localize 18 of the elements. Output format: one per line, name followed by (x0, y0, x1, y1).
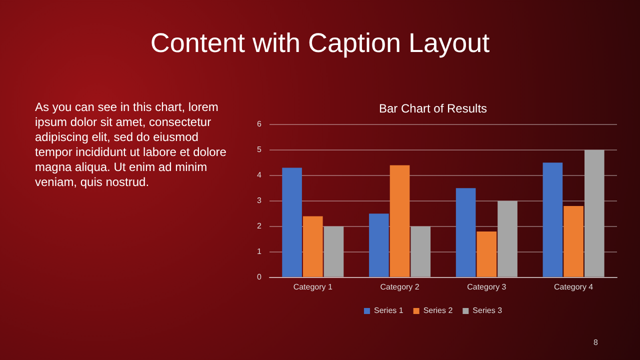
legend-label: Series 3 (472, 306, 503, 316)
text: 8 (594, 338, 598, 347)
chart-subtitle: Bar Chart of Results (378, 102, 488, 116)
x-tick-label: Category 3 (467, 282, 507, 292)
y-tick-label: 6 (256, 120, 262, 129)
y-tick-label: 2 (256, 222, 262, 231)
y-tick-label: 1 (256, 247, 262, 256)
x-tick-label: Category 2 (380, 282, 420, 292)
x-tick-label: Category 1 (293, 282, 334, 292)
chart-title: Content with Caption Layout (149, 28, 491, 59)
y-tick-label: 4 (256, 170, 262, 180)
y-tick-label: 3 (256, 196, 262, 206)
legend-label: Series 1 (374, 306, 404, 316)
y-tick-label: 5 (256, 145, 262, 154)
text: As you can see in this chart, lorem ipsum dolor sit amet, consectetur adipiscing elit, sed do eiusmod tempor incididunt ut labore et dolore magna aliqua. Ut enim ad minim veniam, quis nostrud. (35, 100, 228, 190)
y-tick-label: 0 (256, 272, 262, 282)
legend-label: Series 2 (423, 306, 454, 316)
x-tick-label: Category 4 (554, 282, 594, 292)
